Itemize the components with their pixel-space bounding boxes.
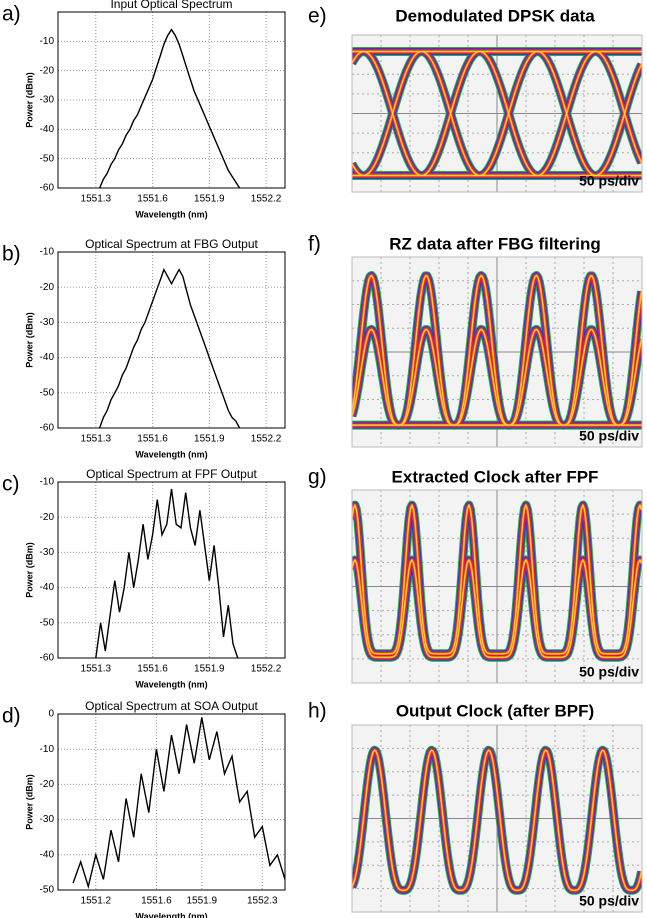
plot-frame [57,11,286,189]
y-axis-label: Power (dBm) [24,542,34,598]
y-tick-label: -60 [40,183,55,194]
eye-trace [352,51,642,176]
x-axis-label: Wavelength (nm) [135,911,207,918]
x-tick-label: 1551.3 [81,434,112,445]
y-tick-label: -50 [40,885,55,896]
y-tick-label: 0 [48,709,54,720]
chart-title: Input Optical Spectrum [110,0,232,11]
x-tick-label: 1551.9 [194,664,225,675]
y-tick-label: -20 [40,779,55,790]
eye-trace [352,329,642,426]
panel-label: e) [308,5,327,28]
x-tick-label: 1551.9 [194,434,225,445]
spectrum-line [72,717,285,890]
eye-title: RZ data after FBG filtering [389,234,601,253]
y-axis-label: Power (dBm) [24,774,34,830]
y-tick-label: -60 [40,653,55,664]
y-axis-label: Power (dBm) [24,72,34,128]
eye-scale: 50 ps/div [579,893,639,909]
y-tick-label: -30 [40,547,55,558]
eye-frame [351,256,643,448]
x-tick-label: 1552.2 [251,434,282,445]
x-tick-label: 1552.3 [247,896,278,907]
chart-title: Optical Spectrum at FBG Output [85,237,258,251]
eye-title: Extracted Clock after FPF [392,467,599,486]
panel-label: g) [308,466,327,489]
eye-trace [352,559,642,658]
x-tick-label: 1551.3 [81,664,112,675]
panel-label: a) [2,3,21,26]
y-tick-label: -20 [40,282,55,293]
y-tick-label: -50 [40,387,55,398]
x-axis-label: Wavelength (nm) [135,209,207,219]
panel-label: b) [2,243,21,266]
spectrum-line [98,28,241,188]
spectrum-line [98,267,241,428]
y-tick-label: -20 [40,512,55,523]
x-tick-label: 1552.2 [251,664,282,675]
y-tick-label: -40 [40,582,55,593]
plot-area [58,482,285,658]
x-tick-label: 1551.3 [81,194,112,205]
y-tick-label: -10 [40,477,55,488]
x-tick-label: 1551.6 [137,194,168,205]
panel-label: f) [308,233,321,256]
plot-frame [57,713,286,891]
plot-frame [57,251,286,429]
panel-label: c) [2,473,20,496]
eye-trace [352,749,642,891]
x-tick-label: 1551.6 [141,896,172,907]
panel-label: h) [308,700,327,723]
eye-scale: 50 ps/div [579,664,639,680]
y-tick-label: -40 [40,849,55,860]
eye-frame [351,724,643,913]
spectrum-line [95,488,239,658]
eye-title: Demodulated DPSK data [395,6,595,25]
y-tick-label: -60 [40,423,55,434]
plot-area [58,714,285,890]
y-axis-label: Power (dBm) [24,312,34,368]
eye-trace [352,504,642,655]
eye-frame [351,34,643,193]
chart-title: Optical Spectrum at SOA Output [85,699,258,713]
y-tick-label: -30 [40,814,55,825]
x-tick-label: 1551.6 [137,434,168,445]
y-tick-label: -20 [40,65,55,76]
plot-area [58,252,285,428]
x-tick-label: 1551.9 [186,896,217,907]
chart-title: Optical Spectrum at FPF Output [86,467,257,481]
y-tick-label: -40 [40,352,55,363]
eye-title: Output Clock (after BPF) [396,701,594,720]
x-tick-label: 1551.2 [81,896,112,907]
y-tick-label: -50 [40,617,55,628]
eye-trace [352,51,642,176]
eye-scale: 50 ps/div [579,173,639,189]
y-tick-label: -50 [40,153,55,164]
x-tick-label: 1551.9 [194,194,225,205]
x-axis-label: Wavelength (nm) [135,679,207,689]
y-tick-label: -40 [40,124,55,135]
x-axis-label: Wavelength (nm) [135,449,207,459]
y-tick-label: -10 [40,36,55,47]
x-tick-label: 1551.6 [137,664,168,675]
plot-frame [57,481,286,659]
y-tick-label: -10 [40,247,55,258]
y-tick-label: -30 [40,95,55,106]
eye-scale: 50 ps/div [579,428,639,444]
x-tick-label: 1552.2 [251,194,282,205]
panel-label: d) [2,705,21,728]
y-tick-label: -10 [40,744,55,755]
y-tick-label: -30 [40,317,55,328]
eye-frame [351,489,643,684]
